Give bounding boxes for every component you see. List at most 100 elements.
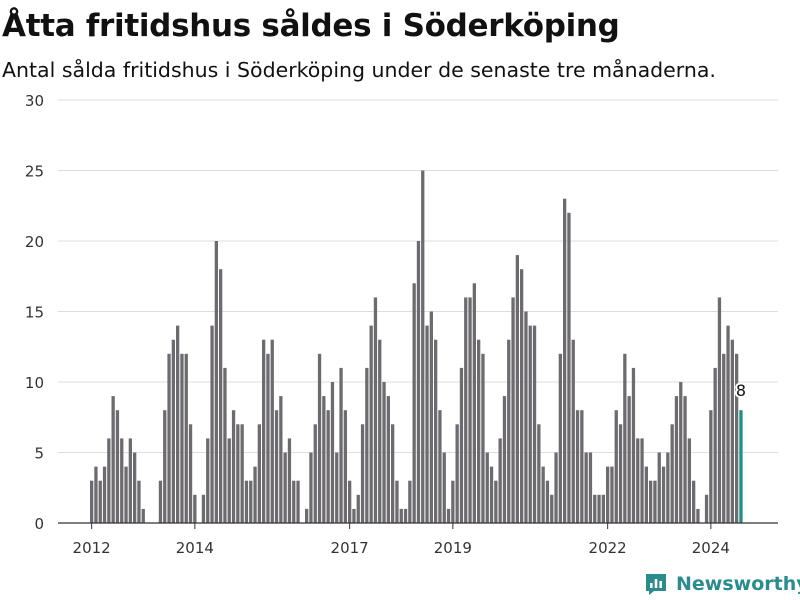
bar	[274, 410, 279, 523]
bar	[343, 410, 347, 523]
bar	[683, 396, 687, 523]
bar	[610, 466, 614, 523]
bar	[240, 424, 244, 523]
y-tick-label: 20	[25, 233, 44, 251]
chart-title: Åtta fritidshus såldes i Söderköping	[2, 8, 620, 44]
bar	[253, 466, 257, 523]
bar	[90, 480, 94, 523]
bar	[550, 494, 554, 523]
bar	[442, 452, 446, 523]
bar	[206, 438, 210, 523]
bar	[649, 480, 653, 523]
bar	[313, 424, 317, 523]
bar	[171, 339, 175, 523]
bar	[421, 170, 425, 523]
bar	[102, 466, 107, 523]
bar	[227, 438, 231, 523]
bar	[571, 339, 575, 523]
bar	[244, 480, 249, 523]
bar	[266, 353, 270, 523]
bar	[459, 367, 464, 523]
x-tick-label: 2024	[692, 539, 730, 557]
bar	[352, 508, 356, 523]
bar	[391, 424, 395, 523]
bar	[399, 508, 403, 523]
bar	[464, 297, 468, 523]
bar	[661, 466, 666, 523]
bar	[223, 367, 227, 523]
bar	[111, 396, 115, 523]
bar	[597, 494, 601, 523]
bar	[468, 297, 472, 523]
bar	[674, 396, 679, 523]
bar	[687, 438, 691, 523]
bar	[477, 339, 481, 523]
bar	[489, 466, 494, 523]
bar	[287, 438, 292, 523]
bar	[511, 297, 515, 523]
bar	[717, 297, 722, 523]
bar	[262, 339, 266, 523]
bar	[382, 382, 386, 523]
brand-logo: Newsworthy	[644, 568, 800, 600]
bar	[184, 353, 188, 523]
bar	[403, 508, 408, 523]
bar	[115, 410, 120, 523]
bar	[627, 396, 631, 523]
bar	[373, 297, 378, 523]
x-tick-label: 2022	[589, 539, 627, 557]
bar	[369, 325, 373, 523]
chart-subtitle: Antal sålda fritidshus i Söderköping und…	[2, 58, 716, 82]
bar	[163, 410, 167, 523]
bar	[176, 325, 180, 523]
bar	[584, 452, 588, 523]
bar	[249, 480, 253, 523]
bar	[532, 325, 537, 523]
bar	[631, 367, 636, 523]
y-tick-label: 0	[34, 515, 44, 533]
bar	[722, 353, 726, 523]
bar	[283, 452, 287, 523]
bar	[606, 466, 610, 523]
bar	[614, 410, 618, 523]
bar	[485, 452, 489, 523]
bar	[735, 353, 739, 523]
bar	[188, 424, 193, 523]
bar	[644, 466, 648, 523]
bar	[666, 452, 670, 523]
bar	[141, 508, 145, 523]
y-tick-label: 30	[25, 92, 44, 110]
bar	[395, 480, 399, 523]
bar	[412, 283, 416, 523]
bar	[193, 494, 197, 523]
bar	[498, 438, 502, 523]
bar	[575, 410, 580, 523]
bar	[528, 325, 532, 523]
bar	[524, 311, 528, 523]
bar	[653, 480, 657, 523]
y-tick-label: 25	[25, 163, 44, 181]
bar	[481, 353, 485, 523]
bar	[201, 494, 206, 523]
x-tick-label: 2014	[176, 539, 214, 557]
bar	[567, 212, 571, 524]
bar	[618, 424, 623, 523]
bar	[167, 353, 171, 523]
bar	[124, 466, 128, 523]
bar	[270, 339, 274, 523]
bar	[696, 508, 700, 523]
bar	[408, 480, 412, 523]
bar	[657, 452, 661, 523]
bar	[455, 424, 459, 523]
x-tick-label: 2012	[73, 539, 111, 557]
bar	[502, 396, 507, 523]
bar	[679, 382, 683, 523]
bar	[339, 367, 343, 523]
bar	[472, 283, 476, 523]
highlight-value-label: 8	[736, 381, 746, 400]
x-tick-label: 2019	[434, 539, 472, 557]
newsworthy-logo-icon	[646, 574, 666, 595]
y-tick-label: 5	[34, 445, 44, 463]
y-tick-label: 10	[25, 374, 44, 392]
